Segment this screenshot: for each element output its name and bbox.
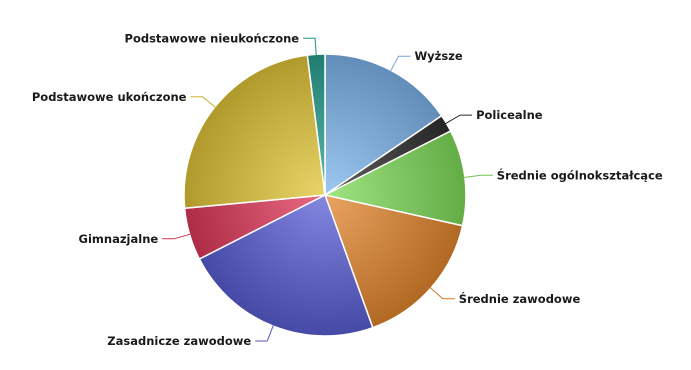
label-srednie-ogolnoksztalcace: Średnie ogólnokształcące — [497, 167, 663, 182]
connector-podstawowe-ukonczone — [190, 96, 217, 109]
pie-slice-podstawowe-ukonczone[interactable] — [183, 54, 326, 210]
connector-zasadnicze-zawodowe — [255, 324, 275, 342]
connector-podstawowe-nieukonczone — [303, 37, 317, 57]
connector-gimnazjalne — [162, 233, 192, 240]
label-wyzsze: Wyższe — [415, 49, 463, 63]
connector-srednie-zawodowe — [428, 286, 455, 300]
connector-srednie-ogolnoksztalcace — [462, 174, 493, 179]
label-srednie-zawodowe: Średnie zawodowe — [459, 291, 581, 306]
label-connectors — [162, 37, 493, 342]
connector-wyzsze — [389, 55, 411, 73]
slice-labels: Wyższe Policealne Średnie ogólnokształcące… — [32, 31, 663, 348]
pie-slices — [183, 53, 467, 337]
label-gimnazjalne: Gimnazjalne — [79, 232, 159, 246]
label-podstawowe-nieukonczone: Podstawowe nieukończone — [125, 31, 300, 45]
label-podstawowe-ukonczone: Podstawowe ukończone — [32, 90, 187, 104]
label-policealne: Policealne — [476, 108, 543, 122]
connector-policealne — [444, 114, 473, 125]
label-zasadnicze-zawodowe: Zasadnicze zawodowe — [107, 334, 251, 348]
